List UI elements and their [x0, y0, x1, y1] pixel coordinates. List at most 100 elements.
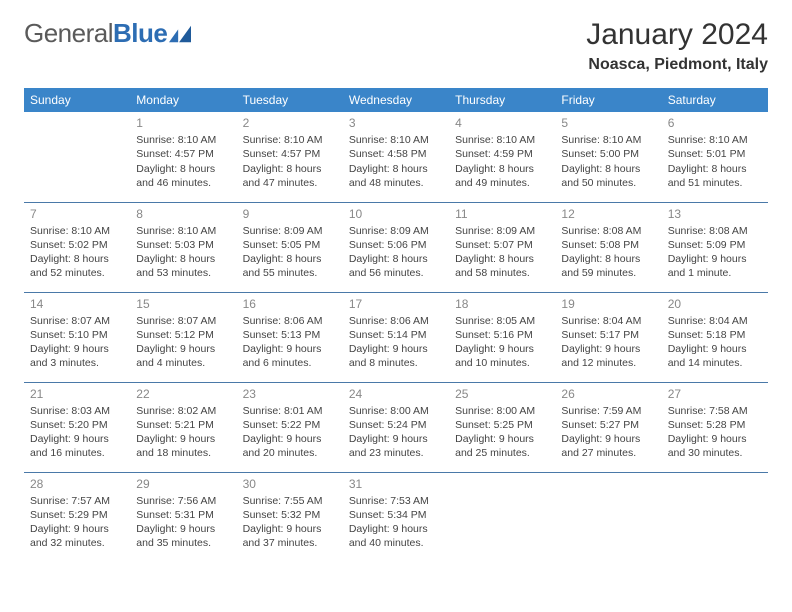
cell-line: Sunset: 4:59 PM	[455, 147, 549, 161]
day-number: 14	[30, 296, 124, 312]
cell-line: and 27 minutes.	[561, 446, 655, 460]
weekday-header: Saturday	[662, 88, 768, 112]
day-number: 24	[349, 386, 443, 402]
cell-line: and 35 minutes.	[136, 536, 230, 550]
day-number: 2	[243, 115, 337, 131]
cell-line: Daylight: 8 hours	[136, 162, 230, 176]
calendar-cell: 22Sunrise: 8:02 AMSunset: 5:21 PMDayligh…	[130, 382, 236, 472]
cell-line: Daylight: 8 hours	[455, 162, 549, 176]
cell-line: and 37 minutes.	[243, 536, 337, 550]
calendar-cell: 23Sunrise: 8:01 AMSunset: 5:22 PMDayligh…	[237, 382, 343, 472]
cell-line: Sunrise: 8:09 AM	[349, 224, 443, 238]
cell-line: Sunrise: 8:10 AM	[30, 224, 124, 238]
cell-line: Sunrise: 8:03 AM	[30, 404, 124, 418]
logo-word2: Blue	[113, 18, 167, 48]
calendar-cell	[24, 112, 130, 202]
cell-line: Daylight: 8 hours	[30, 252, 124, 266]
cell-line: Sunset: 5:31 PM	[136, 508, 230, 522]
cell-line: and 52 minutes.	[30, 266, 124, 280]
cell-line: Sunrise: 8:10 AM	[561, 133, 655, 147]
calendar-cell	[662, 472, 768, 562]
calendar-cell	[555, 472, 661, 562]
cell-line: Daylight: 9 hours	[561, 432, 655, 446]
cell-line: and 25 minutes.	[455, 446, 549, 460]
cell-line: and 30 minutes.	[668, 446, 762, 460]
weekday-row: SundayMondayTuesdayWednesdayThursdayFrid…	[24, 88, 768, 112]
weekday-header: Thursday	[449, 88, 555, 112]
day-number: 15	[136, 296, 230, 312]
day-number: 26	[561, 386, 655, 402]
logo-text: GeneralBlue	[24, 18, 167, 49]
cell-line: Sunset: 5:13 PM	[243, 328, 337, 342]
cell-line: Sunset: 5:21 PM	[136, 418, 230, 432]
day-number: 18	[455, 296, 549, 312]
cell-line: Sunrise: 8:06 AM	[349, 314, 443, 328]
calendar-cell	[449, 472, 555, 562]
calendar-cell: 11Sunrise: 8:09 AMSunset: 5:07 PMDayligh…	[449, 202, 555, 292]
cell-line: and 3 minutes.	[30, 356, 124, 370]
calendar-cell: 4Sunrise: 8:10 AMSunset: 4:59 PMDaylight…	[449, 112, 555, 202]
cell-line: Sunset: 5:07 PM	[455, 238, 549, 252]
cell-line: Sunset: 5:34 PM	[349, 508, 443, 522]
cell-line: Daylight: 9 hours	[30, 432, 124, 446]
cell-line: and 1 minute.	[668, 266, 762, 280]
cell-line: Sunrise: 7:56 AM	[136, 494, 230, 508]
day-number: 27	[668, 386, 762, 402]
day-number: 23	[243, 386, 337, 402]
calendar-cell: 12Sunrise: 8:08 AMSunset: 5:08 PMDayligh…	[555, 202, 661, 292]
cell-line: Sunset: 5:28 PM	[668, 418, 762, 432]
cell-line: Daylight: 8 hours	[455, 252, 549, 266]
cell-line: Sunrise: 7:59 AM	[561, 404, 655, 418]
calendar-cell: 29Sunrise: 7:56 AMSunset: 5:31 PMDayligh…	[130, 472, 236, 562]
calendar-cell: 10Sunrise: 8:09 AMSunset: 5:06 PMDayligh…	[343, 202, 449, 292]
cell-line: Sunset: 5:00 PM	[561, 147, 655, 161]
cell-line: Daylight: 9 hours	[136, 342, 230, 356]
day-number: 9	[243, 206, 337, 222]
logo-mark-icon	[169, 25, 191, 43]
calendar-cell: 18Sunrise: 8:05 AMSunset: 5:16 PMDayligh…	[449, 292, 555, 382]
cell-line: and 12 minutes.	[561, 356, 655, 370]
calendar-head: SundayMondayTuesdayWednesdayThursdayFrid…	[24, 88, 768, 112]
cell-line: Sunrise: 8:10 AM	[243, 133, 337, 147]
calendar-cell: 8Sunrise: 8:10 AMSunset: 5:03 PMDaylight…	[130, 202, 236, 292]
cell-line: Daylight: 9 hours	[136, 432, 230, 446]
calendar-body: 1Sunrise: 8:10 AMSunset: 4:57 PMDaylight…	[24, 112, 768, 562]
cell-line: Daylight: 9 hours	[668, 252, 762, 266]
calendar-cell: 1Sunrise: 8:10 AMSunset: 4:57 PMDaylight…	[130, 112, 236, 202]
day-number: 30	[243, 476, 337, 492]
weekday-header: Monday	[130, 88, 236, 112]
cell-line: Sunrise: 8:04 AM	[668, 314, 762, 328]
cell-line: Sunset: 5:01 PM	[668, 147, 762, 161]
cell-line: Sunrise: 8:01 AM	[243, 404, 337, 418]
cell-line: Daylight: 8 hours	[561, 252, 655, 266]
cell-line: Daylight: 9 hours	[349, 342, 443, 356]
calendar-cell: 3Sunrise: 8:10 AMSunset: 4:58 PMDaylight…	[343, 112, 449, 202]
calendar-cell: 9Sunrise: 8:09 AMSunset: 5:05 PMDaylight…	[237, 202, 343, 292]
day-number: 6	[668, 115, 762, 131]
cell-line: and 49 minutes.	[455, 176, 549, 190]
cell-line: and 47 minutes.	[243, 176, 337, 190]
calendar-week-row: 21Sunrise: 8:03 AMSunset: 5:20 PMDayligh…	[24, 382, 768, 472]
day-number: 11	[455, 206, 549, 222]
calendar-cell: 14Sunrise: 8:07 AMSunset: 5:10 PMDayligh…	[24, 292, 130, 382]
cell-line: Sunset: 5:29 PM	[30, 508, 124, 522]
cell-line: Daylight: 8 hours	[136, 252, 230, 266]
calendar-cell: 26Sunrise: 7:59 AMSunset: 5:27 PMDayligh…	[555, 382, 661, 472]
cell-line: Daylight: 9 hours	[30, 522, 124, 536]
cell-line: and 53 minutes.	[136, 266, 230, 280]
cell-line: Daylight: 9 hours	[455, 342, 549, 356]
cell-line: Sunrise: 8:07 AM	[30, 314, 124, 328]
calendar-cell: 15Sunrise: 8:07 AMSunset: 5:12 PMDayligh…	[130, 292, 236, 382]
cell-line: Daylight: 9 hours	[668, 432, 762, 446]
day-number: 13	[668, 206, 762, 222]
location: Noasca, Piedmont, Italy	[586, 56, 768, 74]
cell-line: Sunrise: 8:10 AM	[349, 133, 443, 147]
cell-line: Daylight: 9 hours	[455, 432, 549, 446]
cell-line: Sunset: 5:25 PM	[455, 418, 549, 432]
month-title: January 2024	[586, 18, 768, 52]
calendar-week-row: 1Sunrise: 8:10 AMSunset: 4:57 PMDaylight…	[24, 112, 768, 202]
cell-line: Sunrise: 8:06 AM	[243, 314, 337, 328]
cell-line: Daylight: 8 hours	[349, 162, 443, 176]
cell-line: Sunset: 5:20 PM	[30, 418, 124, 432]
cell-line: Daylight: 9 hours	[136, 522, 230, 536]
